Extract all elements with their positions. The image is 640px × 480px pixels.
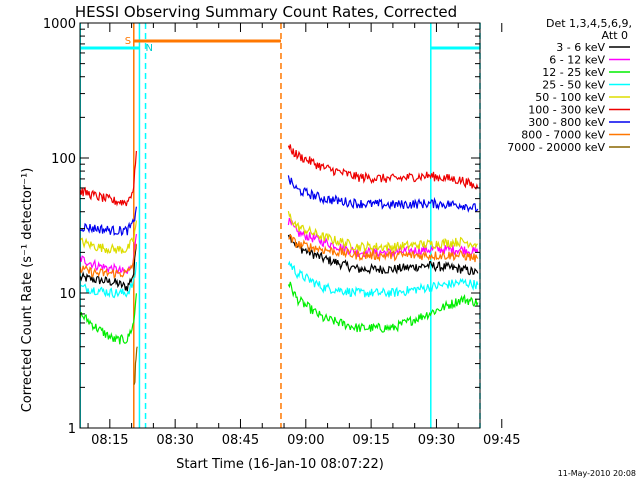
y-tick-label: 100 — [51, 152, 76, 167]
legend-label-4: 25 - 50 keV — [542, 79, 605, 92]
series-line-7 — [79, 175, 479, 237]
legend-header-line2: Att 0 — [602, 29, 628, 42]
x-tick-label: 09:15 — [352, 433, 389, 448]
series-line-1 — [79, 234, 479, 292]
y-tick-label: 10 — [59, 287, 76, 302]
series-line-2 — [79, 217, 479, 275]
series-line-5 — [79, 210, 478, 255]
series-layer — [79, 144, 479, 385]
series-line-6 — [79, 144, 479, 207]
series-line-4 — [79, 260, 479, 299]
legend-label-9: 7000 - 20000 keV — [507, 141, 605, 154]
legend-label-1: 3 - 6 keV — [556, 41, 605, 54]
x-tick-label: 09:00 — [287, 433, 324, 448]
plot-frame — [79, 22, 481, 429]
series-line-8 — [79, 233, 479, 279]
legend-label-7: 300 - 800 keV — [528, 116, 605, 129]
series-line-3 — [79, 281, 479, 345]
y-axis-label: Corrected Count Rate (s⁻¹ detector⁻¹) — [20, 168, 35, 413]
legend-label-2: 6 - 12 keV — [549, 54, 605, 67]
legend-label-3: 12 - 25 keV — [542, 66, 605, 79]
y-tick-label: 1 — [68, 422, 76, 437]
chart-title: HESSI Observing Summary Count Rates, Cor… — [75, 3, 457, 21]
night-label: N — [145, 43, 152, 54]
x-tick-label: 08:15 — [91, 433, 128, 448]
x-axis-label: Start Time (16-Jan-10 08:07:22) — [176, 457, 384, 472]
x-tick-label: 08:45 — [222, 433, 259, 448]
legend-label-8: 800 - 7000 keV — [521, 129, 605, 142]
x-tick-label: 09:45 — [483, 433, 520, 448]
legend-label-6: 100 - 300 keV — [528, 104, 605, 117]
legend-label-5: 50 - 100 keV — [535, 91, 605, 104]
legend-header-line1: Det 1,3,4,5,6,9, — [546, 17, 632, 30]
axes-layer: 1 10 100 1000 08:15 08:30 08:45 09:00 09:15 09:30… — [43, 17, 521, 448]
timestamp: 11-May-2010 20:08 — [558, 469, 636, 478]
x-tick-label: 08:30 — [156, 433, 193, 448]
series-line-9 — [133, 346, 138, 385]
y-tick-label: 1000 — [43, 17, 76, 32]
saa-label: S — [125, 36, 131, 47]
x-tick-label: 09:30 — [418, 433, 455, 448]
